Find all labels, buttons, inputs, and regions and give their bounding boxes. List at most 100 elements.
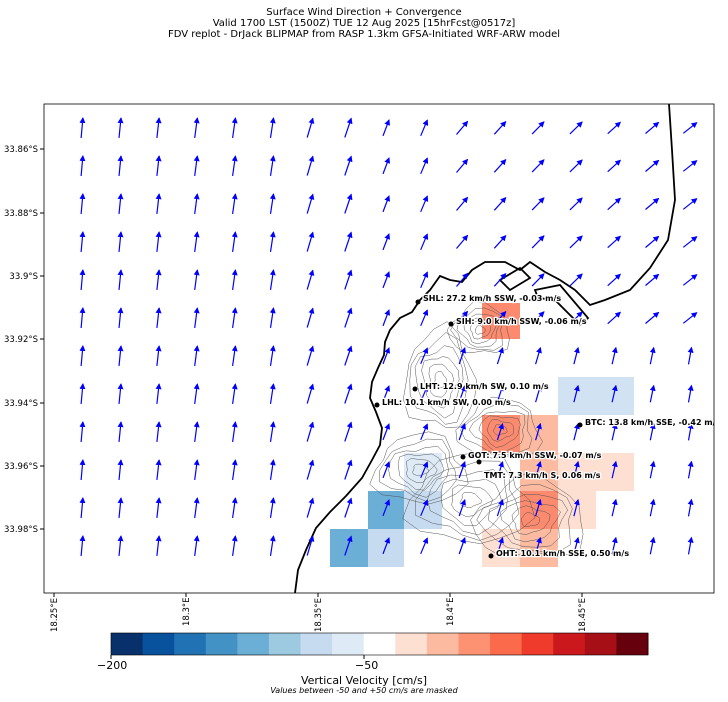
contour-line: [455, 396, 543, 459]
wind-arrow: [493, 158, 507, 173]
wind-arrow: [573, 422, 580, 441]
wind-arrow: [231, 155, 238, 176]
y-tick-label: 33.96°S: [4, 462, 38, 472]
wind-arrow: [611, 498, 618, 517]
wind-arrow: [496, 384, 504, 403]
wind-arrow: [420, 233, 429, 251]
wind-arrow: [155, 117, 162, 138]
wind-arrow: [611, 422, 618, 441]
station-lhl[interactable]: LHL: 10.1 km/h SW, 0.00 m/s: [374, 397, 512, 408]
wind-arrow: [458, 423, 466, 441]
contour-line: [521, 511, 540, 528]
wind-arrow: [456, 120, 469, 135]
wind-arrow: [269, 459, 276, 480]
wind-arrow: [569, 273, 583, 287]
contour-line: [369, 431, 469, 505]
weather-stations: SHL: 27.2 km/h SSW, -0.03 m/s SIH: 9.0 k…: [374, 293, 721, 559]
y-tick-label: 33.98°S: [4, 525, 38, 535]
wind-arrow: [269, 421, 276, 442]
wind-arrow: [193, 459, 200, 480]
wind-arrow: [573, 346, 580, 365]
vv-cell: [368, 529, 404, 567]
wind-arrow: [456, 196, 469, 211]
contour-line: [450, 307, 504, 351]
wind-arrow: [155, 383, 162, 404]
wind-arrow: [611, 536, 618, 555]
wind-arrow: [645, 235, 660, 248]
wind-arrow: [79, 307, 86, 329]
station-dot: [415, 299, 421, 305]
contour-line: [456, 313, 501, 348]
colorbar-segment: [363, 633, 396, 655]
wind-arrow: [193, 535, 200, 556]
y-tick-label: 33.86°S: [4, 145, 38, 155]
wind-arrow: [420, 271, 429, 289]
station-lht[interactable]: LHT: 12.9 km/h SW, 0.10 m/s: [412, 381, 550, 392]
wind-arrow: [496, 422, 504, 441]
chart-title-line1: Surface Wind Direction + Convergence: [266, 7, 462, 18]
contour-line: [434, 370, 448, 389]
vv-cell: [520, 415, 558, 453]
wind-arrow: [117, 269, 124, 290]
contour-line: [451, 484, 493, 517]
wind-arrow: [649, 384, 656, 403]
colorbar-segment: [205, 633, 238, 655]
wind-arrow: [117, 307, 124, 328]
wind-arrow: [420, 309, 429, 327]
wind-arrow: [231, 383, 238, 404]
vv-cell: [330, 529, 368, 567]
wind-arrow: [231, 459, 238, 480]
chart-title-line3: FDV replot - DrJack BLIPMAP from RASP 1.…: [167, 29, 561, 40]
wind-arrow: [607, 311, 622, 325]
wind-arrow: [344, 345, 353, 366]
wind-arrow: [645, 197, 660, 210]
wind-arrow: [420, 347, 429, 365]
wind-arrow: [607, 121, 622, 135]
station-oht[interactable]: OHT: 10.1 km/h SSE, 0.50 m/s: [488, 548, 631, 559]
wind-arrow: [231, 345, 238, 366]
station-shl[interactable]: SHL: 27.2 km/h SSW, -0.03 m/s: [415, 293, 563, 305]
station-sih[interactable]: SIH: 9.0 km/h SSW, -0.06 m/s: [448, 316, 588, 327]
wind-arrow: [193, 193, 200, 214]
wind-arrow: [155, 421, 162, 442]
wind-arrow: [79, 459, 86, 481]
wind-arrow: [155, 345, 162, 366]
wind-arrow: [531, 197, 545, 211]
wind-arrow: [231, 193, 238, 214]
colorbar-segment: [616, 633, 649, 655]
vv-cell: [558, 453, 634, 491]
wind-arrow: [79, 535, 86, 557]
colorbar-segment: [553, 633, 586, 655]
wind-arrow: [155, 231, 162, 252]
station-btc[interactable]: BTC: 13.8 km/h SSE, -0.42 m/s: [577, 417, 721, 428]
vv-cell: [368, 491, 404, 529]
station-tmt[interactable]: TMT: 7.3 km/h S, 0.06 m/s: [476, 459, 602, 481]
wind-arrow: [645, 121, 660, 134]
wind-arrow: [382, 195, 391, 213]
colorbar-segment: [395, 633, 428, 655]
x-tick-label: 18.3°E: [182, 597, 192, 626]
wind-arrow: [193, 383, 200, 404]
wind-arrow: [79, 269, 86, 291]
wind-arrow: [493, 234, 507, 249]
wind-arrow: [306, 193, 315, 214]
station-got[interactable]: GOT: 7.5 km/h SSW, -0.07 m/s: [460, 450, 603, 461]
wind-arrow: [531, 311, 545, 325]
wind-arrow: [117, 535, 124, 556]
wind-arrow: [231, 231, 238, 252]
wind-arrow: [682, 122, 698, 134]
wind-arrow: [306, 269, 315, 290]
wind-arrow: [193, 345, 200, 366]
wind-arrow: [231, 117, 238, 138]
wind-arrow: [458, 461, 466, 479]
wind-arrow: [687, 536, 694, 555]
wind-arrow: [456, 158, 469, 173]
wind-arrow: [306, 345, 315, 366]
wind-arrow: [420, 157, 429, 175]
coastline: [294, 104, 676, 593]
wind-arrow: [382, 309, 391, 327]
contour-line: [378, 438, 457, 502]
wind-arrow: [155, 269, 162, 290]
x-tick-label: 18.25°E: [50, 598, 60, 632]
wind-arrow: [344, 155, 353, 176]
